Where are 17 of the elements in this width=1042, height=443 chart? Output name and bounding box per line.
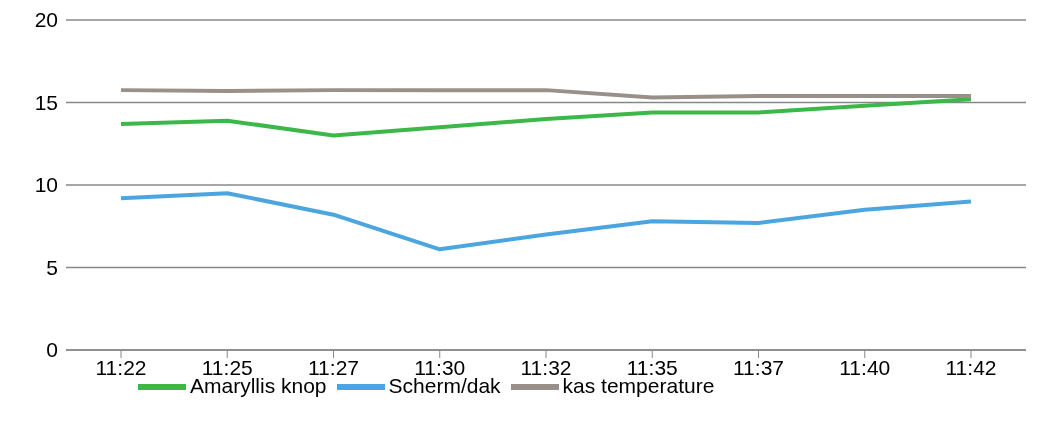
line-series <box>119 191 973 252</box>
x-tick-label: 11:35 <box>626 355 678 379</box>
x-tick-label: 11:27 <box>308 355 359 379</box>
y-tick-label: 0 <box>46 338 58 362</box>
x-tick-label: 11:42 <box>945 355 997 379</box>
x-tick-label: 11:37 <box>733 355 784 379</box>
y-tick-label: 15 <box>34 90 58 114</box>
y-tick-label: 20 <box>34 8 58 32</box>
x-tick-label: 11:32 <box>520 355 572 379</box>
line-series <box>119 97 973 138</box>
y-tick-label: 5 <box>46 255 58 279</box>
x-tick-label: 11:40 <box>839 355 891 379</box>
x-tick-label: 11:22 <box>95 355 147 379</box>
y-tick-label: 10 <box>34 173 58 197</box>
x-tick-label: 11:30 <box>414 355 466 379</box>
line-series <box>119 88 973 100</box>
x-tick-label: 11:25 <box>201 355 253 379</box>
